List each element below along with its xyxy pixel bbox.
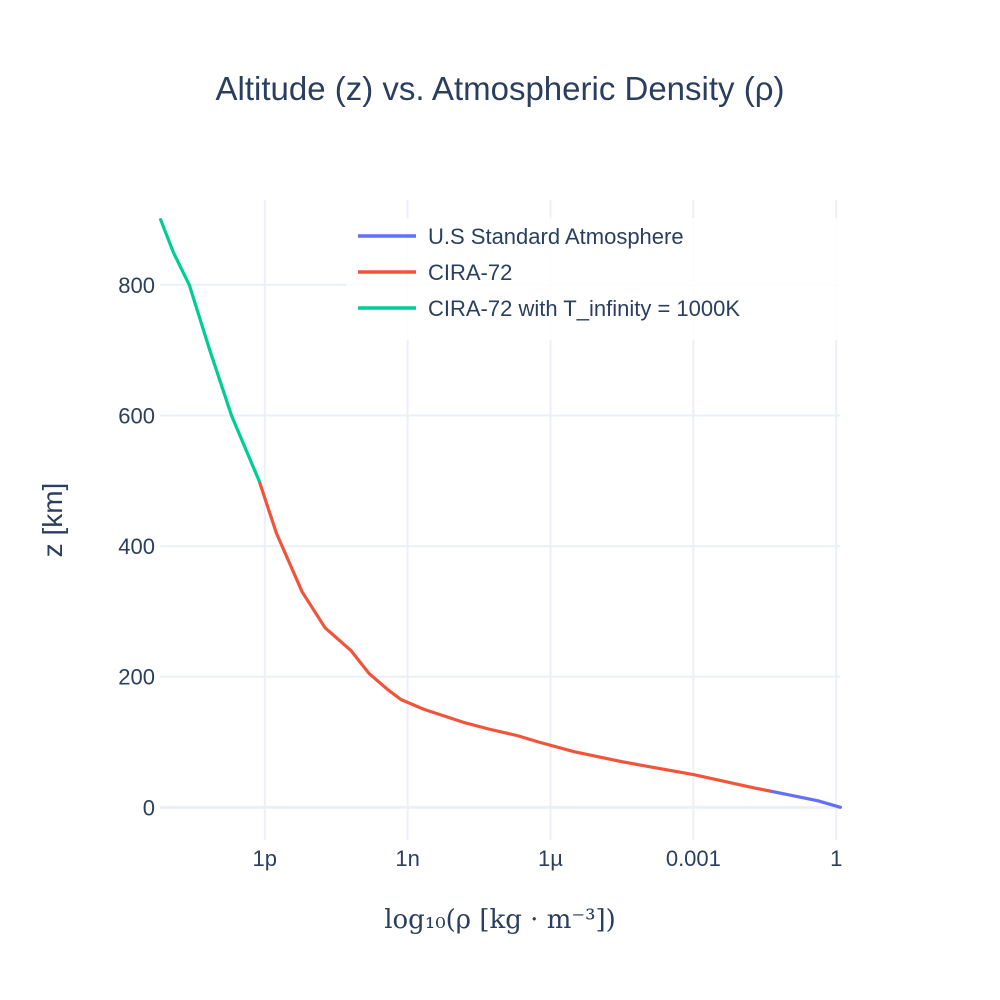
x-tick-label: 1n [395,846,419,871]
legend[interactable]: U.S Standard Atmosphere CIRA-72 CIRA-72 wi… [346,218,840,340]
legend-item-label[interactable]: CIRA-72 with T_infinity = 1000K [428,296,740,321]
y-tick-label: 600 [118,404,155,429]
series-line-2 [257,479,772,793]
series-line-3 [159,218,261,483]
x-tick-label: 1p [253,846,277,871]
legend-item-label[interactable]: U.S Standard Atmosphere [428,224,684,249]
x-tick-label: 1 [830,846,842,871]
legend-background [346,218,840,340]
legend-item-label[interactable]: CIRA-72 [428,260,512,285]
y-tick-label: 200 [118,665,155,690]
chart-title: Altitude (z) vs. Atmospheric Density (ρ) [216,70,785,107]
y-tick-label: 0 [143,795,155,820]
series-lines [159,218,843,809]
y-axis-ticks: 0 200 400 600 800 [118,273,155,820]
y-axis-title: z [km] [37,483,68,558]
y-tick-label: 800 [118,273,155,298]
y-tick-label: 400 [118,534,155,559]
x-tick-label: 0.001 [666,846,721,871]
x-tick-label: 1µ [538,846,563,871]
x-axis-title: log₁₀(ρ [kg · m⁻³]) [384,905,616,935]
x-axis-ticks: 1p 1n 1µ 0.001 1 [253,846,843,871]
series-line-1 [768,789,843,809]
